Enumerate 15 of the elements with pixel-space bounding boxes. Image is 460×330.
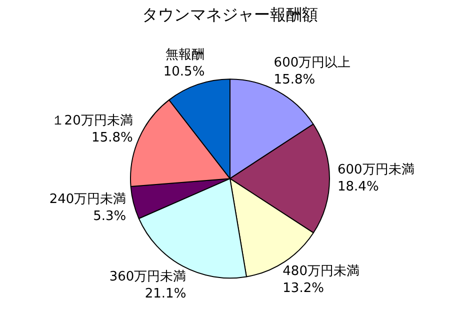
slice-label: 600万円以上: [274, 56, 351, 71]
data-label: 15.8%: [274, 72, 316, 88]
data-label: 18.4%: [338, 179, 379, 194]
data-label: 15.8%: [92, 130, 133, 146]
slice-label: 360万円未満: [109, 269, 186, 284]
slice-label: 600万円未満: [338, 162, 414, 178]
slice-label: 240万円未満: [49, 192, 126, 208]
data-label: 5.3%: [93, 209, 126, 224]
data-label: 21.1%: [144, 286, 186, 302]
slice-label: １20万円未満: [51, 113, 133, 128]
slice-label: 480万円未満: [282, 264, 360, 280]
data-label: 10.5%: [163, 64, 205, 80]
chart-title: タウンマネジャー報酬額: [142, 4, 318, 24]
data-label: 13.2%: [282, 281, 324, 296]
slice-label: 無報酬: [166, 48, 205, 63]
